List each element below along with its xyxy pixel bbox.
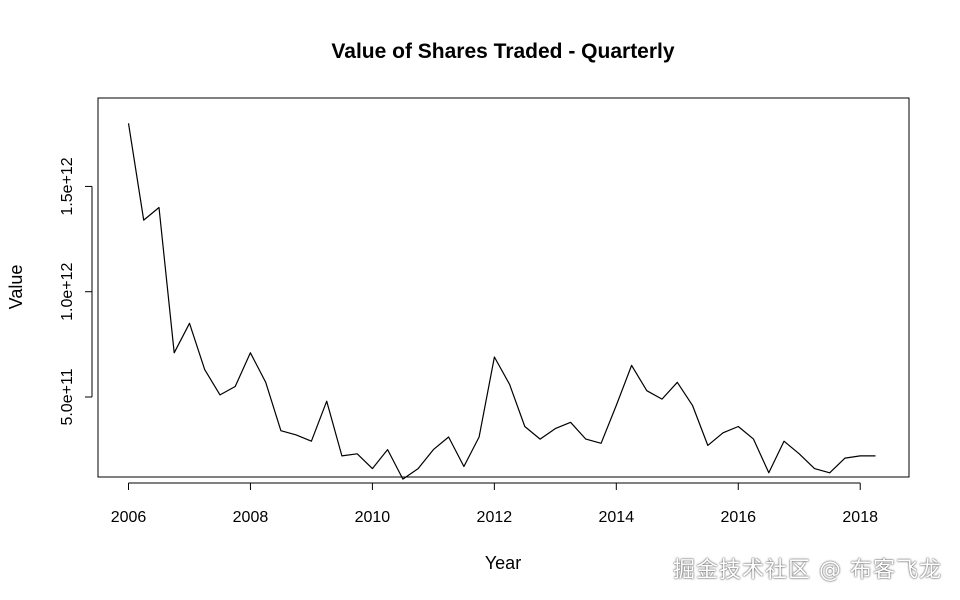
chart-title: Value of Shares Traded - Quarterly (331, 40, 674, 63)
x-tick-label: 2006 (111, 509, 147, 526)
watermark: 掘金技术社区 @ 布客飞龙 (673, 558, 942, 583)
plot-frame (97, 97, 910, 478)
y-tick-label: 5.0e+11 (59, 368, 76, 425)
y-tick-label: 1.0e+12 (59, 262, 76, 320)
x-tick-label: 2008 (233, 509, 269, 526)
series-line (127, 123, 876, 480)
x-tick-label: 2010 (355, 509, 391, 526)
x-tick-label: 2018 (842, 509, 878, 526)
y-tick-label: 1.5e+12 (59, 157, 76, 215)
x-tick-label: 2016 (720, 509, 756, 526)
x-axis-label: Year (485, 553, 521, 573)
y-axis-label: Value (6, 265, 26, 310)
series-layer (127, 123, 876, 480)
x-tick-label: 2014 (599, 509, 635, 526)
x-tick-label: 2012 (477, 509, 513, 526)
x-axis: 2006 2008 2010 2012 2014 2016 2018 (111, 482, 878, 526)
y-axis: 5.0e+11 1.0e+12 1.5e+12 (59, 157, 93, 426)
